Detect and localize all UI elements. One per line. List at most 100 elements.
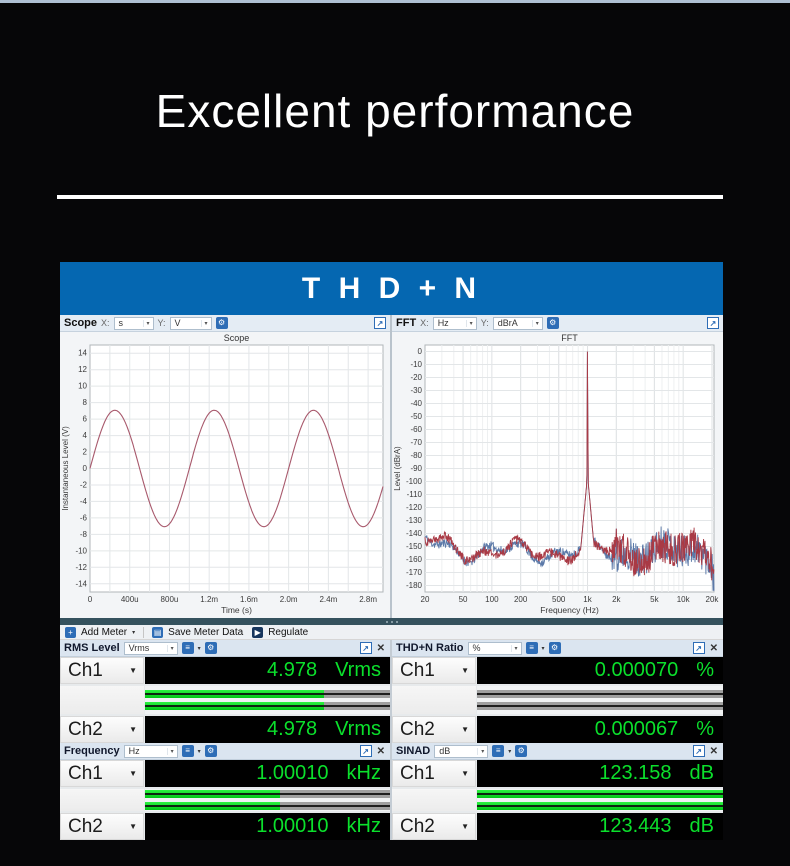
top-accent-strip [0, 0, 790, 3]
meter-display: 4.978 Vrms [145, 657, 390, 684]
channel-selector[interactable]: Ch1 ▼ [392, 760, 476, 787]
svg-text:1k: 1k [583, 595, 592, 604]
svg-text:-90: -90 [410, 464, 422, 473]
svg-text:2: 2 [83, 448, 88, 457]
channel-selector[interactable]: Ch2 ▼ [60, 813, 144, 840]
export-icon[interactable]: ↗ [692, 642, 705, 654]
meter-value: 1.00010 [256, 815, 329, 837]
chevron-down-icon[interactable]: ▾ [132, 629, 136, 636]
fft-y-unit-select[interactable]: dBrA ▾ [492, 316, 543, 330]
meter-value: 4.978 [267, 659, 318, 681]
pane-splitter[interactable] [60, 618, 723, 625]
meter-display: 123.158 dB [477, 760, 723, 787]
scope-y-unit-select[interactable]: V ▾ [169, 316, 212, 330]
channel-selector[interactable]: Ch1 ▼ [60, 760, 144, 787]
chevron-down-icon[interactable]: ▾ [197, 645, 201, 652]
export-icon[interactable]: ↗ [359, 642, 372, 654]
gear-icon[interactable]: ⚙ [548, 642, 561, 654]
gear-icon[interactable]: ⚙ [204, 642, 217, 654]
unit-select[interactable]: % ▾ [467, 641, 522, 655]
svg-text:14: 14 [78, 349, 87, 358]
svg-text:-12: -12 [75, 563, 87, 572]
close-icon[interactable]: ✕ [709, 745, 718, 757]
unit-value: Vrms [128, 643, 150, 653]
level-bar [145, 802, 390, 810]
meter-title: THD+N Ratio [396, 642, 464, 654]
display-mode-icon[interactable]: ≡ [525, 642, 538, 654]
fft-panel: FFT X: Hz ▾ Y: dBrA ▾ ⚙ ↗ 20 50 100 200 500 1… [392, 315, 723, 618]
channel-selector[interactable]: Ch2 ▼ [60, 716, 144, 743]
add-meter-button[interactable]: Add Meter [81, 626, 128, 638]
display-mode-icon[interactable]: ≡ [492, 745, 505, 757]
meter-header: THD+N Ratio % ▾ ≡ ▾ ⚙ ↗ ✕ [392, 640, 723, 657]
save-meter-data-button[interactable]: Save Meter Data [168, 626, 244, 638]
chevron-down-icon[interactable]: ▾ [197, 748, 201, 755]
title-divider [57, 195, 723, 199]
display-mode-icon[interactable]: ≡ [181, 745, 194, 757]
gear-icon[interactable]: ⚙ [215, 317, 228, 329]
meter-display: 0.000070 % [477, 657, 723, 684]
svg-text:-2: -2 [80, 480, 88, 489]
meter-panel-sinad: SINAD dB ▾ ≡ ▾ ⚙ ↗ ✕ Ch1 ▼ 123.158 [392, 743, 723, 840]
chevron-down-icon: ▾ [142, 319, 153, 327]
svg-text:10k: 10k [677, 595, 691, 604]
svg-text:-100: -100 [406, 477, 423, 486]
meter-display: 123.443 dB [477, 813, 723, 840]
svg-text:10: 10 [78, 382, 87, 391]
level-bar [145, 690, 390, 698]
level-bar [477, 802, 723, 810]
svg-text:200: 200 [514, 595, 528, 604]
display-mode-icon[interactable]: ≡ [181, 642, 194, 654]
channel-selector[interactable]: Ch2 ▼ [392, 813, 476, 840]
export-icon[interactable]: ↗ [707, 317, 719, 329]
channel-selector[interactable]: Ch1 ▼ [392, 657, 476, 684]
svg-text:1.2m: 1.2m [200, 595, 218, 604]
meter-display: 1.00010 kHz [145, 813, 390, 840]
chevron-down-icon: ▾ [166, 644, 177, 652]
fft-x-unit-select[interactable]: Hz ▾ [432, 316, 477, 330]
close-icon[interactable]: ✕ [376, 642, 385, 654]
meter-value: 123.443 [599, 815, 672, 837]
gear-icon[interactable]: ⚙ [515, 745, 528, 757]
unit-select[interactable]: dB ▾ [434, 744, 489, 758]
svg-text:-130: -130 [406, 516, 423, 525]
svg-text:-4: -4 [80, 497, 88, 506]
export-icon[interactable]: ↗ [374, 317, 386, 329]
chevron-down-icon[interactable]: ▾ [541, 645, 545, 652]
regulate-button[interactable]: Regulate [268, 626, 309, 638]
close-icon[interactable]: ✕ [709, 642, 718, 654]
unit-value: dB [439, 746, 451, 756]
svg-text:Time (s): Time (s) [221, 605, 252, 615]
meter-unit: % [696, 718, 714, 740]
svg-text:Level (dBrA): Level (dBrA) [393, 446, 402, 491]
meter-value: 0.000067 [594, 718, 679, 740]
fft-x-unit-value: Hz [437, 318, 449, 328]
scope-x-unit-select[interactable]: s ▾ [113, 316, 154, 330]
scope-chart: -14 -12 -10 -8 -6 -4 -2 0 2 4 6 8 10 12 14 0 400u 800u 1.2… [60, 332, 390, 618]
meter-bars [145, 789, 390, 811]
level-bar [477, 790, 723, 798]
gear-icon[interactable]: ⚙ [204, 745, 217, 757]
close-icon[interactable]: ✕ [376, 745, 385, 757]
chevron-down-icon: ▼ [129, 666, 137, 675]
meter-unit: Vrms [335, 718, 381, 740]
unit-select[interactable]: Vrms ▾ [123, 641, 178, 655]
channel-label: Ch2 [400, 718, 435, 740]
gear-icon[interactable]: ⚙ [546, 317, 559, 329]
chevron-down-icon[interactable]: ▾ [508, 748, 512, 755]
scope-x-unit-value: s [118, 318, 124, 328]
svg-text:-8: -8 [80, 530, 88, 539]
export-icon[interactable]: ↗ [359, 745, 372, 757]
scope-x-label: X: [101, 318, 110, 328]
chevron-down-icon: ▼ [129, 725, 137, 734]
export-icon[interactable]: ↗ [692, 745, 705, 757]
fft-panel-title: FFT [396, 317, 417, 329]
channel-selector[interactable]: Ch2 ▼ [392, 716, 476, 743]
unit-select[interactable]: Hz ▾ [123, 744, 178, 758]
channel-selector[interactable]: Ch1 ▼ [60, 657, 144, 684]
level-bar [477, 702, 723, 710]
svg-text:-20: -20 [410, 373, 422, 382]
meter-header: SINAD dB ▾ ≡ ▾ ⚙ ↗ ✕ [392, 743, 723, 760]
toolbar-separator [143, 626, 145, 638]
channel-label: Ch1 [68, 659, 103, 681]
